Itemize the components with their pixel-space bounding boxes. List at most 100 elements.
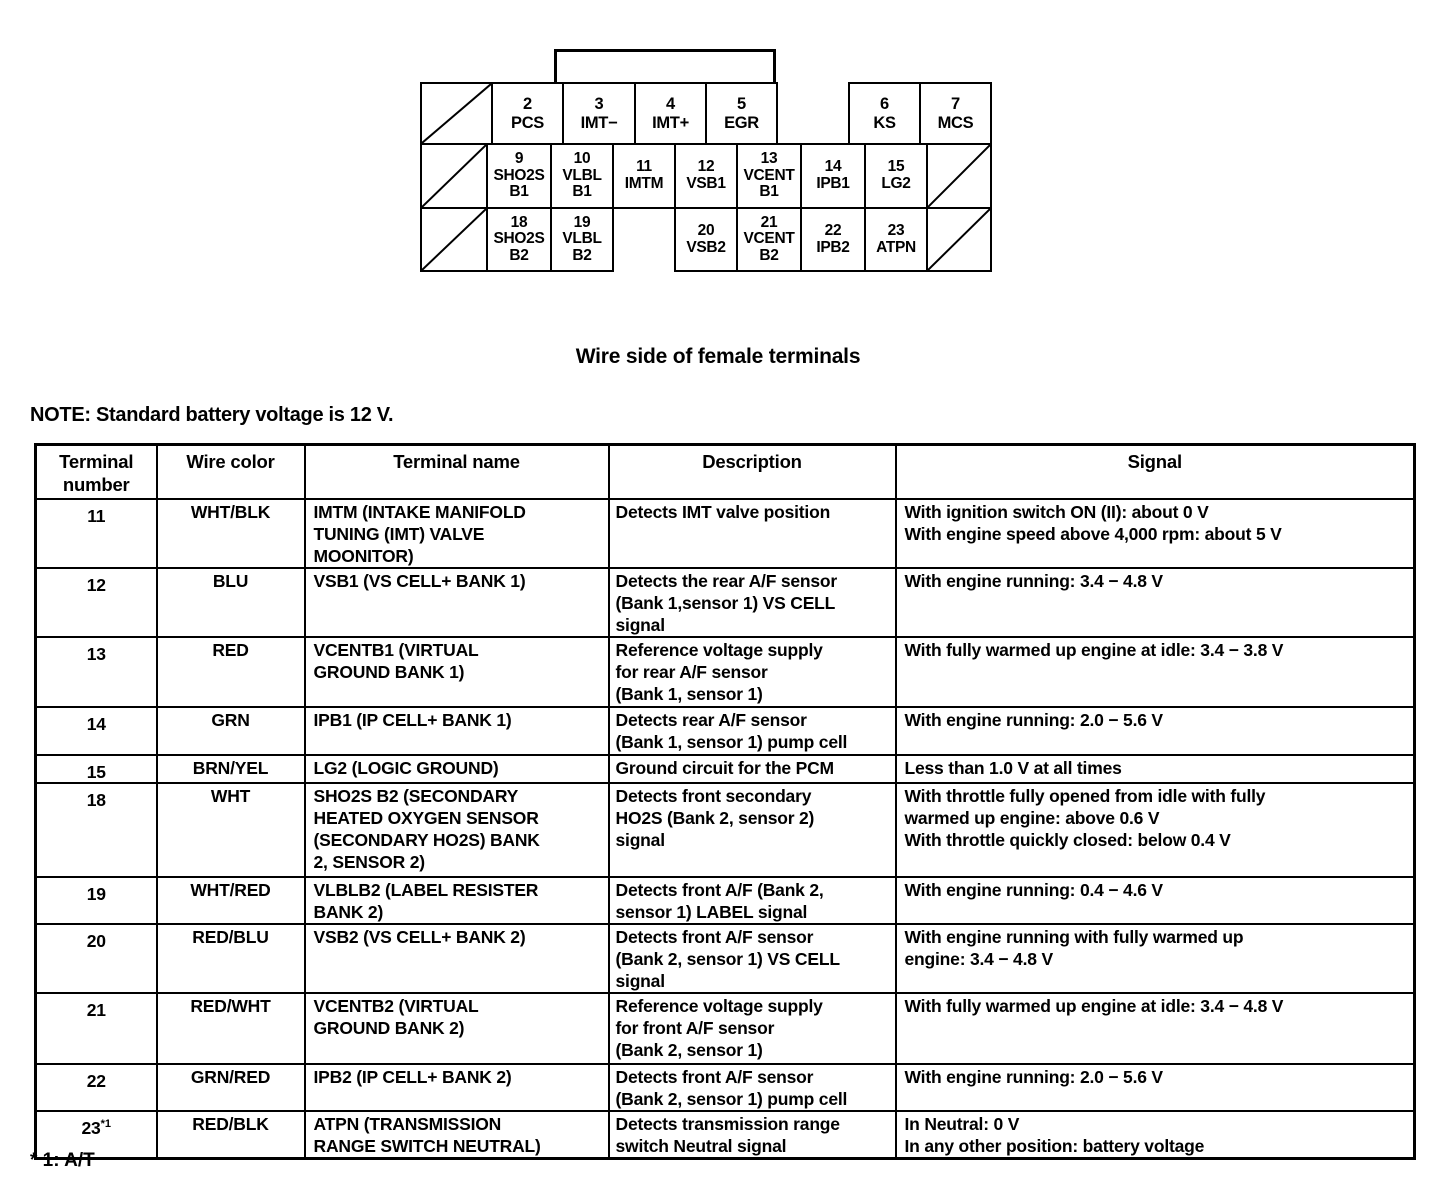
connector-pin-19: 19 VLBL B2 [550,207,614,272]
connector-pin-7: 7 MCS [919,82,992,145]
column-header-terminal-name: Terminal name [303,443,610,500]
wire-color-cell: RED/BLK [155,1110,306,1160]
connector-pin-10: 10 VLBL B1 [550,143,614,209]
pin-label: 22 IPB2 [816,221,850,256]
description-cell: Detects front A/F sensor (Bank 2, sensor… [607,923,897,995]
battery-voltage-note: NOTE: Standard battery voltage is 12 V. [30,404,394,426]
signal-cell: In Neutral: 0 V In any other position: b… [894,1110,1416,1160]
description-cell: Detects the rear A/F sensor (Bank 1,sens… [607,566,897,638]
wire-color-cell: GRN/RED [155,1063,306,1113]
pcm-connector-diagram: 2 PCS 3 IMT− 4 IMT+ 5 EGR 6 KS 7 MCS 9 SHO2S B… [420,49,994,275]
signal-cell: With engine running: 0.4 − 4.6 V [894,876,1416,926]
pin-label: 15 LG2 [881,158,911,192]
wire-color-cell: RED/BLU [155,923,306,995]
terminal-number-cell: 22 [34,1063,158,1113]
description-cell: Detects front secondary HO2S (Bank 2, se… [607,782,897,879]
column-header-description: Description [607,443,897,500]
connector-pin-21: 21 VCENT B2 [736,207,802,272]
terminal-name-cell: IPB2 (IP CELL+ BANK 2) [303,1063,610,1113]
pin-label: 21 VCENT B2 [743,213,795,264]
footnote-marker: *1 [100,1118,111,1131]
terminal-name-cell: ATPN (TRANSMISSION RANGE SWITCH NEUTRAL) [303,1110,610,1160]
description-cell: Reference voltage supply for front A/F s… [607,992,897,1066]
signal-cell: With fully warmed up engine at idle: 3.4… [894,992,1416,1066]
terminal-table: Terminal number Wire color Terminal name… [34,443,1416,1161]
wire-color-cell: RED [155,635,306,708]
pin-label: 3 IMT− [580,94,618,132]
diagonal-line-icon [928,145,990,207]
terminal-name-cell: VSB2 (VS CELL+ BANK 2) [303,923,610,995]
table-row-terminal-20: 20 RED/BLU VSB2 (VS CELL+ BANK 2) Detect… [34,923,1416,995]
table-row-terminal-18: 18 WHT SHO2S B2 (SECONDARY HEATED OXYGEN… [34,782,1416,879]
terminal-name-cell: LG2 (LOGIC GROUND) [303,753,610,785]
signal-cell: With engine running: 3.4 − 4.8 V [894,566,1416,638]
signal-cell: With engine running: 2.0 − 5.6 V [894,705,1416,756]
pin-label: 2 PCS [510,94,545,132]
terminal-number-cell: 18 [34,782,158,879]
wire-color-cell: BLU [155,566,306,638]
connector-pin-6: 6 KS [848,82,921,145]
terminal-number-cell: 23*1 [34,1110,158,1160]
wire-color-cell: WHT [155,782,306,879]
diagonal-line-icon [422,84,491,143]
wire-color-cell: GRN [155,705,306,756]
description-cell: Reference voltage supply for rear A/F se… [607,635,897,708]
footnote-at-note: * 1: A/T [30,1150,95,1171]
connector-tab [554,49,776,86]
wire-color-cell: RED/WHT [155,992,306,1066]
wire-color-cell: WHT/RED [155,876,306,926]
terminal-name-cell: VLBLB2 (LABEL RESISTER BANK 2) [303,876,610,926]
pin-label: 12 VSB1 [686,158,726,192]
connector-blank-cell [420,207,488,272]
pin-label: 7 MCS [937,94,974,132]
pin-label: 13 VCENT B1 [743,150,795,201]
connector-blank-cell [420,82,493,145]
wire-color-cell: BRN/YEL [155,753,306,785]
connector-caption: Wire side of female terminals [575,345,861,368]
diagonal-line-icon [422,145,486,207]
pin-label: 14 IPB1 [816,158,850,192]
description-cell: Ground circuit for the PCM [607,753,897,785]
terminal-name-cell: IMTM (INTAKE MANIFOLD TUNING (IMT) VALVE… [303,497,610,569]
terminal-name-cell: IPB1 (IP CELL+ BANK 1) [303,705,610,756]
table-row-terminal-13: 13 RED VCENTB1 (VIRTUAL GROUND BANK 1) R… [34,635,1416,708]
connector-blank-cell [420,143,488,209]
connector-pin-15: 15 LG2 [864,143,928,209]
connector-pin-5: 5 EGR [705,82,778,145]
pin-label: 19 VLBL B2 [562,213,602,264]
connector-blank-cell [926,143,992,209]
signal-cell: With engine running: 2.0 − 5.6 V [894,1063,1416,1113]
pin-label: 6 KS [873,94,896,132]
connector-pin-12: 12 VSB1 [674,143,738,209]
connector-pin-4: 4 IMT+ [634,82,707,145]
connector-pin-9: 9 SHO2S B1 [486,143,552,209]
connector-pin-18: 18 SHO2S B2 [486,207,552,272]
terminal-number-cell: 19 [34,876,158,926]
terminal-name-cell: VCENTB1 (VIRTUAL GROUND BANK 1) [303,635,610,708]
connector-blank-cell [926,207,992,272]
terminal-table-body: 11 WHT/BLK IMTM (INTAKE MANIFOLD TUNING … [34,497,1416,1160]
table-row-terminal-12: 12 BLU VSB1 (VS CELL+ BANK 1) Detects th… [34,566,1416,638]
terminal-number-cell: 20 [34,923,158,995]
signal-cell: With engine running with fully warmed up… [894,923,1416,995]
table-header-row: Terminal number Wire color Terminal name… [34,443,1416,500]
table-row-terminal-19: 19 WHT/RED VLBLB2 (LABEL RESISTER BANK 2… [34,876,1416,926]
connector-pin-3: 3 IMT− [562,82,636,145]
table-row-terminal-11: 11 WHT/BLK IMTM (INTAKE MANIFOLD TUNING … [34,497,1416,569]
terminal-name-cell: VSB1 (VS CELL+ BANK 1) [303,566,610,638]
connector-pin-13: 13 VCENT B1 [736,143,802,209]
terminal-number-cell: 12 [34,566,158,638]
terminal-number-cell: 15 [34,753,158,785]
signal-cell: With ignition switch ON (II): about 0 V … [894,497,1416,569]
terminal-number-cell: 13 [34,635,158,708]
description-cell: Detects rear A/F sensor (Bank 1, sensor … [607,705,897,756]
terminal-number-cell: 21 [34,992,158,1066]
wire-color-cell: WHT/BLK [155,497,306,569]
pin-label: 23 ATPN [876,221,916,256]
signal-cell: With throttle fully opened from idle wit… [894,782,1416,879]
diagonal-line-icon [928,209,990,270]
terminal-number-cell: 14 [34,705,158,756]
diagonal-line-icon [422,209,486,270]
connector-pin-20: 20 VSB2 [674,207,738,272]
